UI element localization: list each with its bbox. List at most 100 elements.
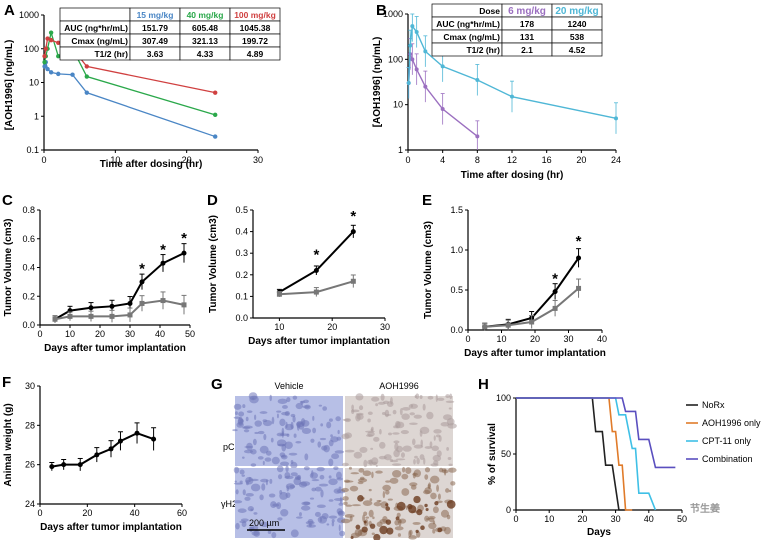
cell-texture [367, 411, 373, 416]
cell-texture [299, 512, 302, 517]
cell-texture [358, 478, 368, 483]
cell-texture [246, 442, 253, 451]
cell-texture [233, 500, 243, 504]
significance-star: * [139, 260, 145, 277]
cell-texture [446, 514, 451, 520]
y-tick-label: 0.5 [450, 285, 463, 295]
data-point [48, 70, 54, 75]
table-text: 15 mg/kg [137, 10, 174, 20]
y-tick-label: 0.6 [22, 234, 35, 244]
y-tick-label: 30 [25, 381, 35, 391]
stain-spot [420, 525, 425, 530]
table-text: 178 [520, 19, 534, 29]
cell-texture [397, 519, 402, 524]
x-tick-label: 30 [380, 322, 390, 332]
cell-texture [293, 433, 297, 438]
cell-texture [239, 469, 245, 475]
cell-texture [349, 485, 359, 492]
x-tick-label: 50 [185, 329, 195, 339]
cell-texture [395, 458, 406, 461]
cell-texture [351, 504, 362, 507]
cell-texture [415, 393, 420, 400]
data-point [423, 49, 428, 54]
x-tick-label: 10 [65, 329, 75, 339]
cell-texture [250, 478, 259, 482]
cell-texture [345, 504, 353, 507]
cell-texture [243, 429, 250, 433]
cell-texture [318, 483, 329, 487]
table-text: 151.79 [142, 23, 168, 33]
cell-texture [370, 428, 374, 432]
stain-spot [424, 503, 428, 508]
y-tick-label: 0.2 [22, 291, 35, 301]
cell-texture [254, 414, 257, 421]
scale-bar-label: 200 µm [249, 518, 279, 528]
y-tick-label: 0.8 [22, 205, 35, 215]
panel-c: C 0 10 20 30 40 50 0.0 0.2 0.4 0.6 0.8 Tumor Volume … [0, 190, 205, 370]
stain-spot [425, 507, 429, 512]
cell-texture [445, 400, 455, 404]
data-point [213, 112, 218, 118]
legend-label: NoRx [702, 400, 725, 410]
cell-texture [300, 505, 311, 511]
data-point [552, 289, 558, 295]
cell-texture [448, 407, 452, 410]
cell-texture [312, 415, 315, 421]
cell-texture [408, 403, 418, 409]
cell-texture [362, 514, 366, 523]
cell-texture [341, 462, 349, 467]
x-tick-label: 0 [41, 155, 46, 165]
x-axis-label: Time after dosing (hr) [461, 170, 564, 181]
cell-texture [344, 514, 355, 518]
cell-texture [422, 403, 426, 411]
cell-texture [405, 467, 412, 474]
cell-texture [305, 520, 315, 525]
cell-texture [384, 413, 392, 416]
cell-texture [342, 418, 351, 421]
cell-texture [390, 396, 393, 405]
cell-texture [262, 460, 265, 466]
cell-texture [365, 516, 370, 519]
significance-star: * [552, 271, 558, 288]
cell-texture [337, 429, 340, 435]
cell-texture [260, 478, 269, 483]
cell-texture [380, 393, 385, 401]
cell-texture [400, 452, 405, 458]
table-text: 131 [520, 32, 534, 42]
x-tick-label: 12 [507, 155, 517, 165]
table-cell [229, 46, 281, 61]
cell-texture [292, 415, 296, 423]
cell-texture [267, 530, 272, 534]
cell-texture [242, 404, 246, 409]
panel-label-a: A [4, 2, 15, 19]
cell-texture [316, 504, 326, 508]
cell-texture [254, 431, 259, 435]
cell-texture [259, 411, 268, 414]
y-axis-label: Tumor Volume (cm3) [3, 219, 14, 317]
cell-texture [326, 523, 330, 526]
y-tick-label: 0.3 [235, 248, 248, 258]
x-tick-label: 20 [576, 155, 586, 165]
panel-h: H 0 10 20 30 40 50 0 50 100 % of survival Days NoRx A… [470, 372, 762, 540]
cell-texture [279, 418, 286, 427]
cell-texture [450, 481, 456, 486]
cell-texture [419, 426, 430, 435]
panel-label: D [207, 192, 218, 209]
cell-texture [245, 416, 249, 422]
cell-texture [338, 502, 344, 506]
stain-spot [355, 524, 361, 530]
cell-texture [336, 471, 342, 480]
stain-spot [385, 519, 392, 525]
cell-texture [391, 463, 402, 466]
stain-spot [408, 505, 417, 514]
cell-texture [232, 429, 238, 432]
cell-texture [257, 430, 265, 435]
cell-texture [254, 420, 262, 427]
significance-star: * [181, 230, 187, 247]
chart-b: B 0 4 8 12 16 20 24 1 10 100 1000 Time after dosing … [372, 2, 621, 181]
data-point [45, 66, 50, 72]
cell-texture [251, 530, 260, 536]
x-axis-label: Days after tumor implantation [248, 336, 390, 347]
data-point [410, 57, 415, 62]
y-tick-label: 1.0 [450, 245, 463, 255]
